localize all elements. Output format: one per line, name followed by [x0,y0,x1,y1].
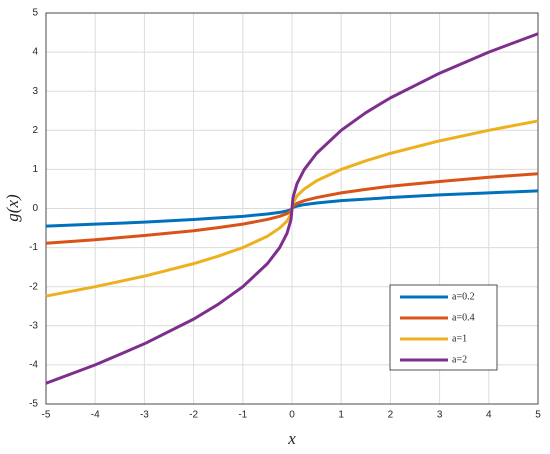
legend-label: a=0.4 [452,312,475,323]
x-tick-label: 5 [535,410,541,421]
y-tick-label: 3 [32,86,38,97]
y-tick-label: 4 [32,47,38,58]
y-tick-label: 0 [32,203,38,214]
y-tick-label: -2 [29,281,38,292]
x-tick-label: -5 [42,410,51,421]
legend-label: a=2 [452,354,467,365]
x-tick-label: -4 [91,410,100,421]
x-axis-label: x [287,429,296,448]
y-tick-label: -5 [29,399,38,410]
y-tick-label: 1 [32,164,38,175]
y-tick-label: 2 [32,125,38,136]
x-tick-label: 4 [486,410,492,421]
x-tick-label: -2 [189,410,198,421]
legend-box [389,284,498,371]
x-tick-label: 2 [388,410,394,421]
y-tick-label: -1 [29,242,38,253]
x-tick-label: 3 [437,410,443,421]
y-axis-label: g(x) [3,194,22,222]
x-tick-label: 0 [289,410,295,421]
legend-label: a=1 [452,333,467,344]
y-tick-label: -4 [29,360,38,371]
line [45,32,539,385]
x-tick-label: -1 [238,410,247,421]
legend-label: a=0.2 [452,291,475,302]
x-tick-label: 1 [338,410,344,421]
plot-frame [45,12,539,405]
y-tick-label: -3 [29,320,38,331]
x-tick-label: -3 [140,410,149,421]
y-tick-label: 5 [32,8,38,19]
